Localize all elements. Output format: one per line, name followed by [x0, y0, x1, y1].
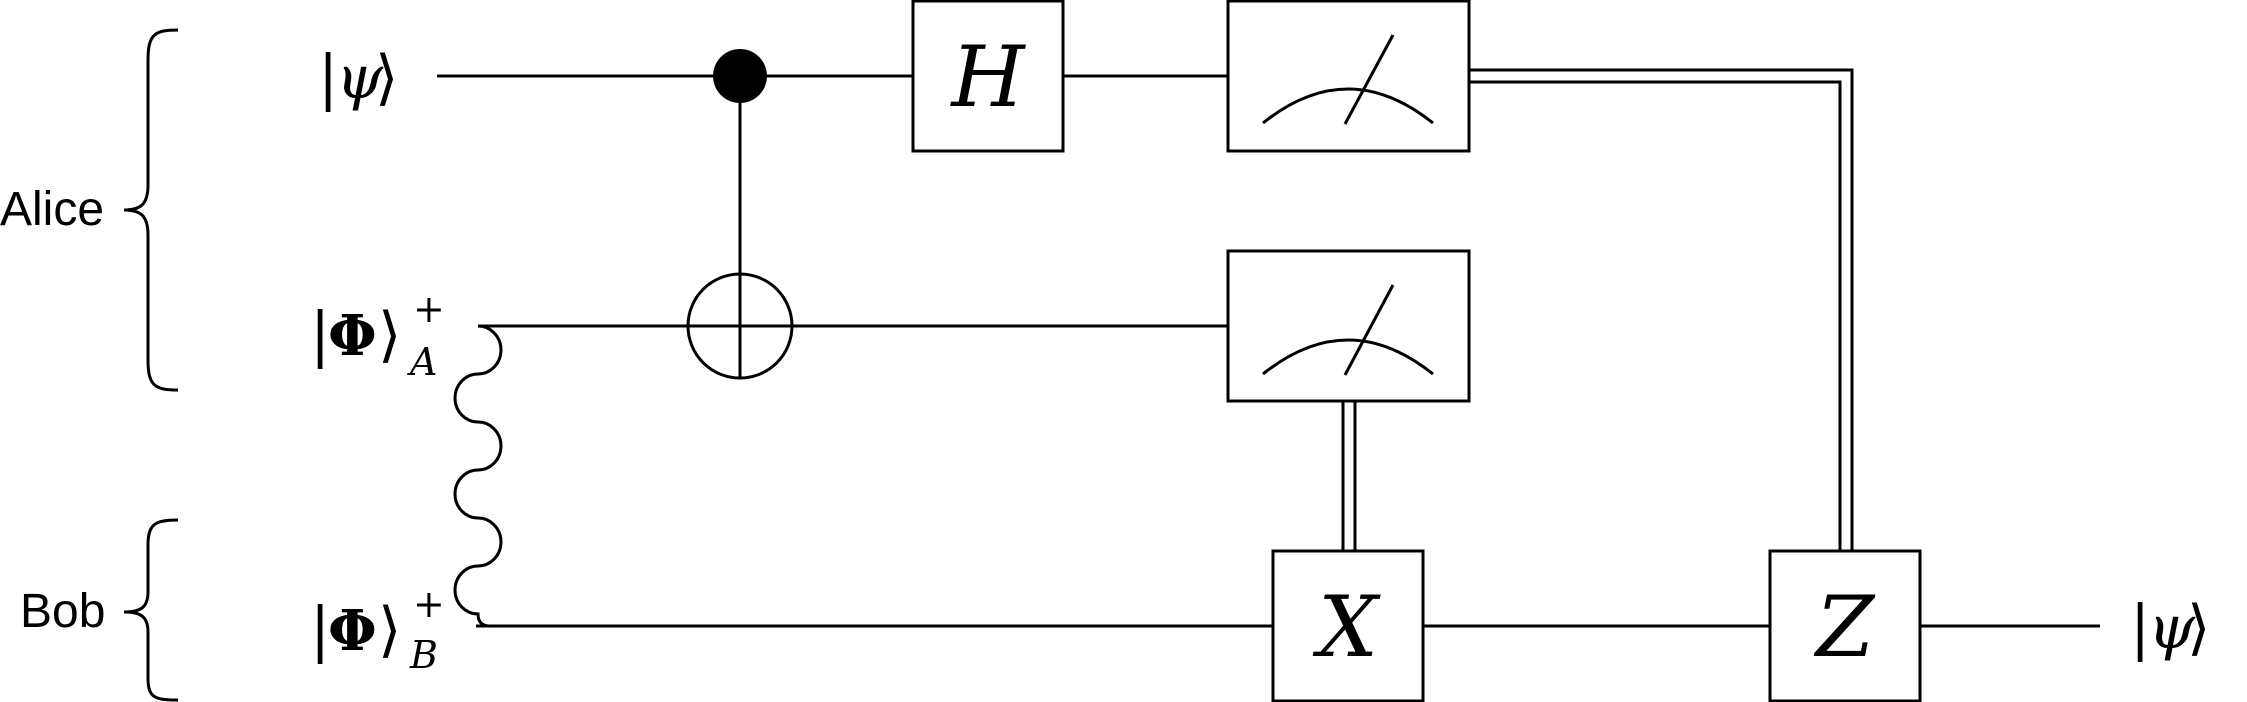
input-phi-b-sup: +	[413, 582, 445, 626]
cnot-control-dot	[713, 49, 767, 103]
input-phi-b: | Φ ⟩ + B	[310, 582, 445, 677]
input-phi-b-angle: ⟩	[378, 595, 401, 665]
input-psi-symbol: ψ	[336, 43, 384, 113]
classical-wire-z-inner	[1469, 80, 1842, 551]
alice-label: Alice	[0, 183, 104, 236]
measurement-1-box	[1226, 0, 1471, 153]
input-phi-a-sup: +	[413, 287, 445, 331]
entanglement-link	[453, 324, 503, 628]
measurement-2-meter-icon	[1262, 338, 1434, 376]
pauli-x-gate-label: X	[1312, 578, 1381, 676]
hadamard-gate	[911, 0, 1065, 153]
classical-wire-z-outer	[1469, 68, 1854, 551]
pauli-z-gate-label: Z	[1813, 578, 1876, 676]
output-psi: | ψ ⟩	[2130, 593, 2210, 663]
measurement-2-needle-icon	[1343, 284, 1395, 376]
measurement-1	[1226, 0, 1471, 153]
pauli-x-gate	[1271, 549, 1425, 702]
measurement-2	[1226, 249, 1471, 403]
input-phi-a: | Φ ⟩ + A	[310, 287, 445, 384]
bob-label: Bob	[20, 585, 105, 638]
output-psi-angle: ⟩	[2187, 593, 2210, 663]
pauli-z-gate	[1768, 549, 1922, 702]
output-psi-symbol: ψ	[2148, 593, 2196, 663]
bob-brace	[123, 518, 179, 702]
hadamard-gate-label: H	[949, 28, 1026, 126]
input-phi-a-bar: |	[310, 300, 330, 370]
measurement-2-box	[1226, 249, 1471, 403]
input-psi-bar: |	[318, 43, 338, 113]
alice-brace	[123, 28, 179, 392]
input-phi-b-bar: |	[310, 595, 330, 665]
input-phi-a-sub: A	[407, 340, 437, 384]
input-phi-b-symbol: Φ	[328, 598, 377, 664]
input-phi-a-symbol: Φ	[328, 303, 377, 369]
input-psi-angle: ⟩	[375, 43, 398, 113]
input-psi: | ψ ⟩	[318, 43, 398, 113]
output-psi-bar: |	[2130, 593, 2150, 663]
input-phi-a-angle: ⟩	[378, 300, 401, 370]
cnot-target	[686, 272, 794, 380]
measurement-1-meter-icon	[1262, 87, 1434, 125]
measurement-1-needle-icon	[1343, 34, 1395, 125]
input-phi-b-sub: B	[409, 633, 438, 677]
